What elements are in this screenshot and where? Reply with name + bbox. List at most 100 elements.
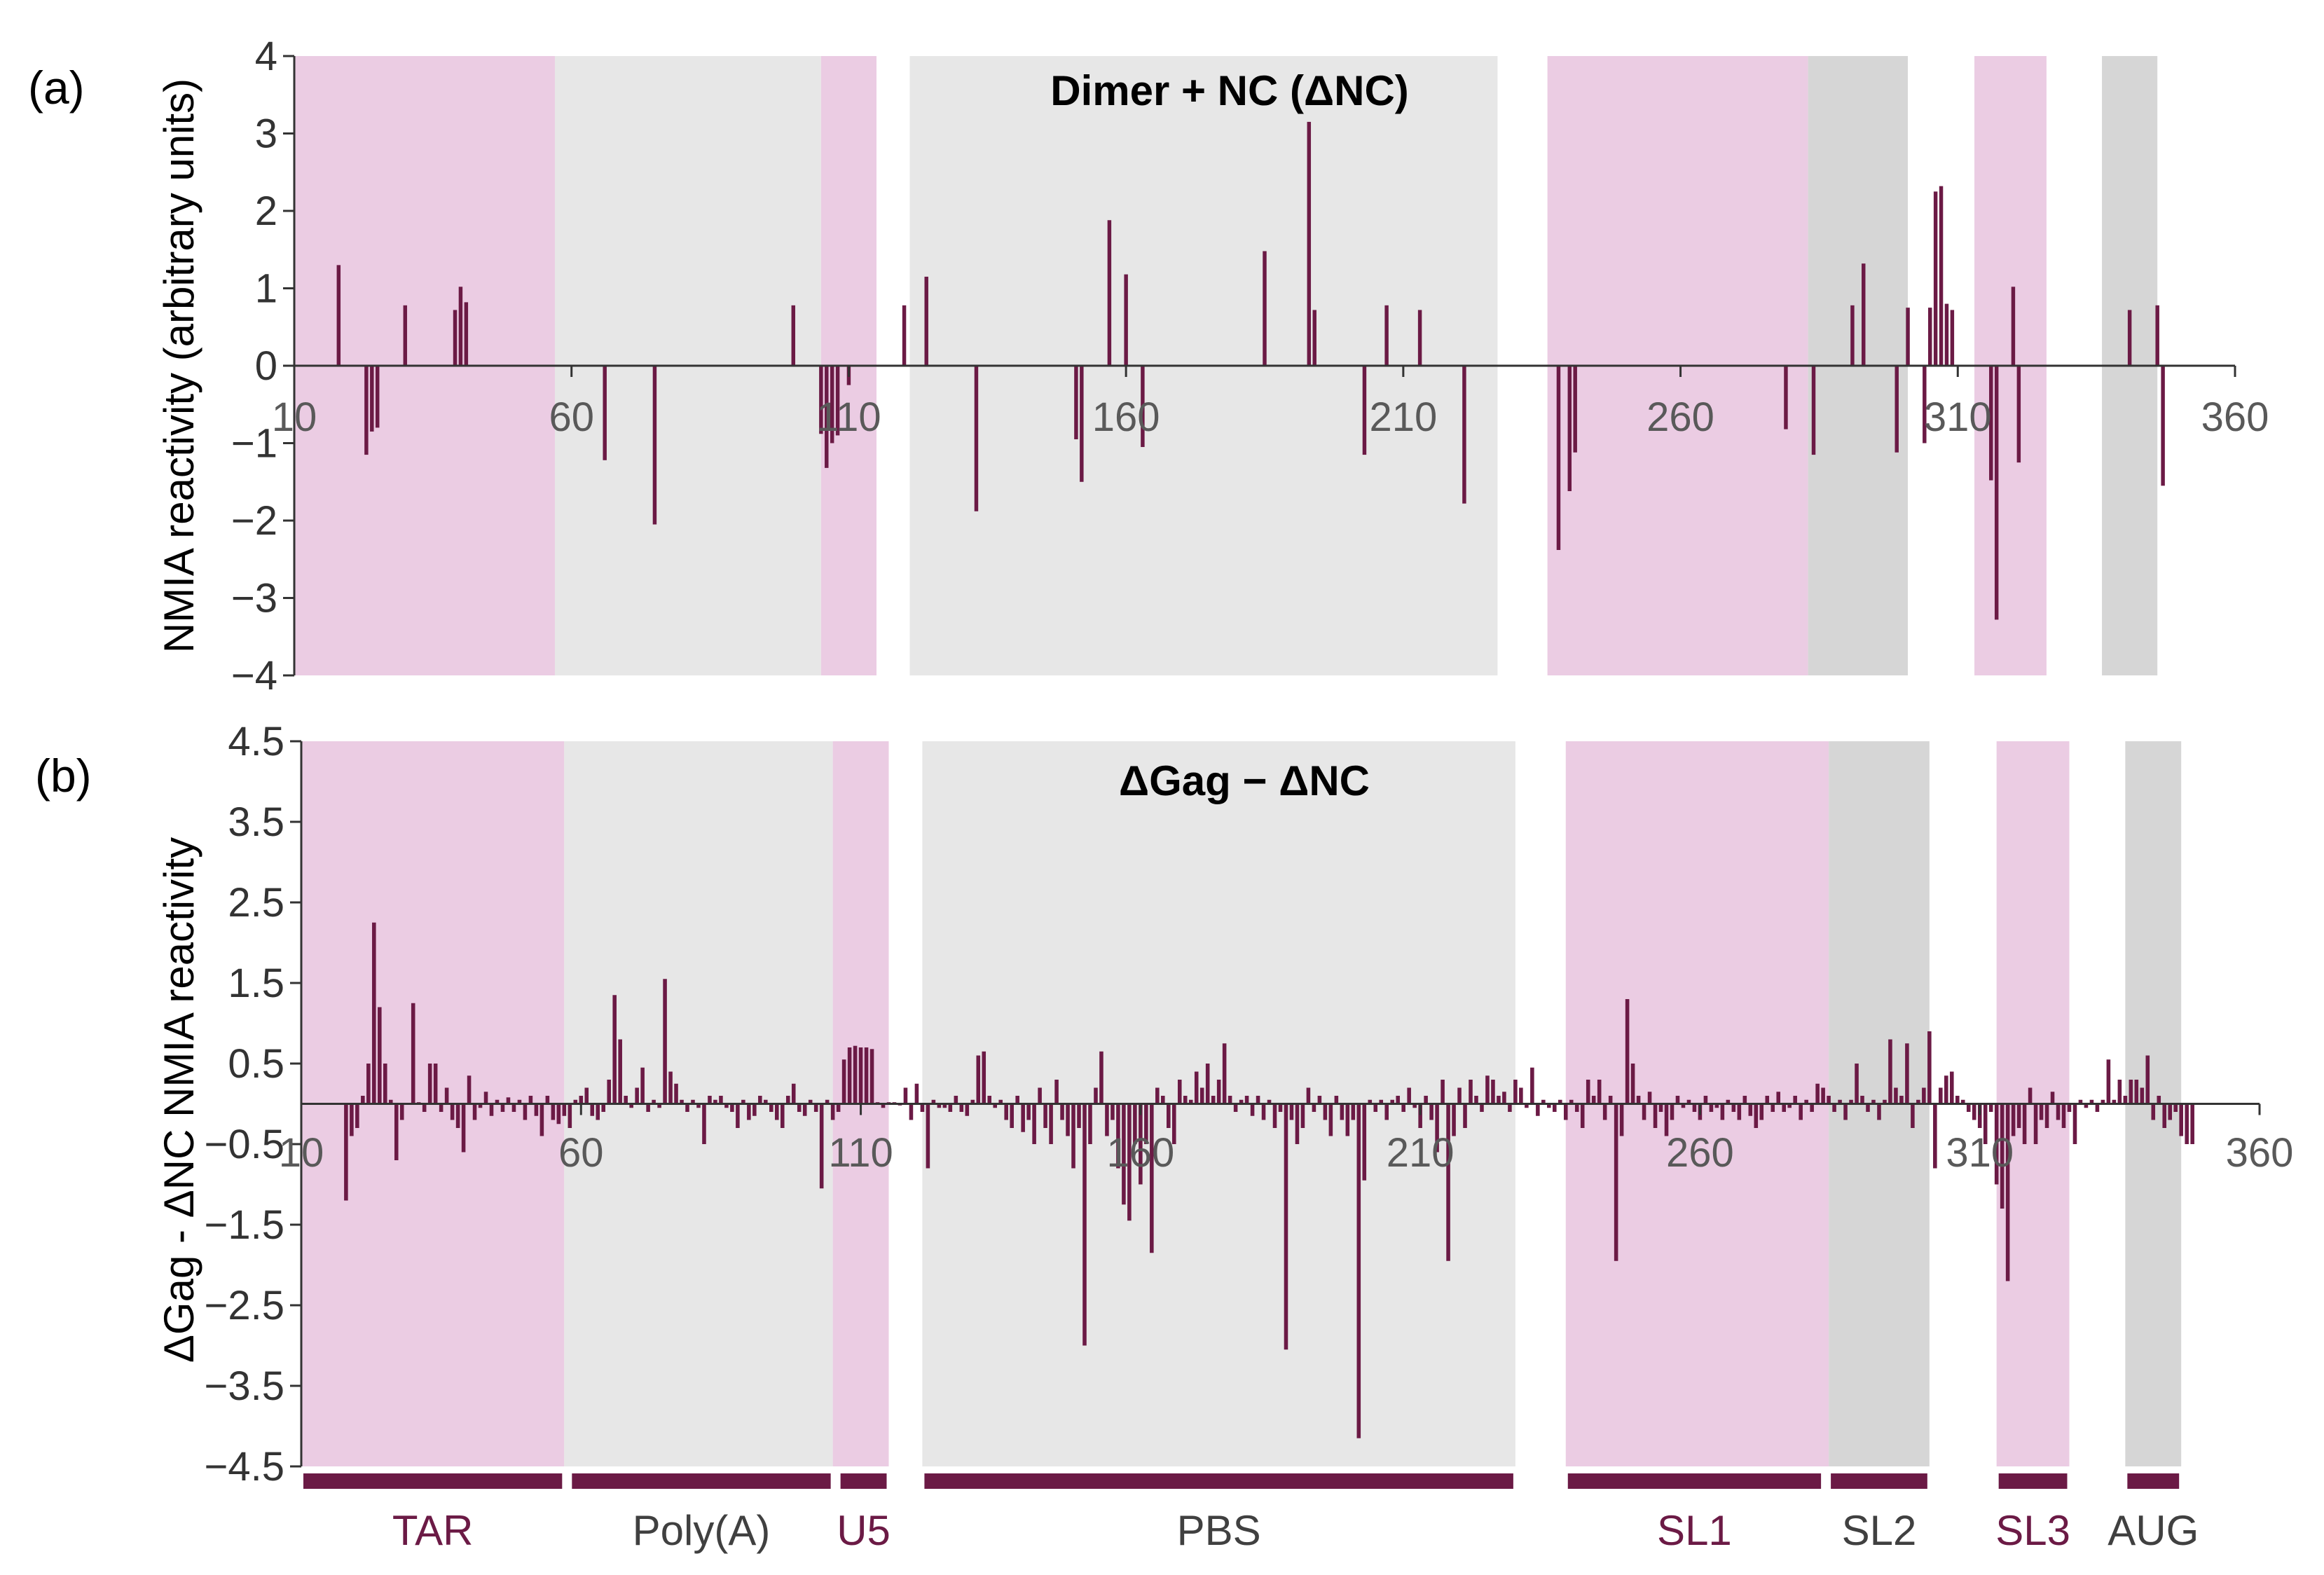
bar <box>483 1092 488 1104</box>
bar <box>1356 1103 1361 1438</box>
bar <box>1843 1103 1848 1120</box>
bar <box>1239 1099 1244 1104</box>
bar <box>439 1103 444 1112</box>
bar <box>629 1103 633 1108</box>
bar <box>1770 1103 1775 1112</box>
bar <box>1267 1099 1272 1104</box>
bar <box>556 1103 561 1124</box>
bar <box>1199 1087 1204 1104</box>
bar <box>573 1099 578 1104</box>
bar <box>2095 1103 2100 1112</box>
bar <box>1026 1103 1031 1120</box>
bar <box>1161 1096 1165 1104</box>
bar <box>2000 1103 2005 1209</box>
bar <box>1950 1071 1954 1104</box>
bar <box>2016 366 2021 463</box>
bar <box>920 1103 925 1112</box>
bar <box>1955 1096 1960 1104</box>
bar <box>2100 1099 2105 1104</box>
bar <box>1748 1103 1753 1116</box>
region-bar-sl1 <box>1567 1473 1822 1489</box>
bar <box>902 305 907 366</box>
bar <box>1960 1099 1965 1104</box>
bar <box>511 1103 516 1112</box>
bar <box>411 1003 415 1104</box>
bar <box>1871 1099 1876 1104</box>
bar <box>1183 1096 1188 1104</box>
panel-b-bars <box>344 922 2194 1438</box>
bar <box>1307 121 1312 366</box>
bar <box>668 1071 673 1104</box>
bar <box>2140 1087 2145 1104</box>
bar <box>674 1083 678 1104</box>
bar <box>350 1103 354 1136</box>
bar <box>1530 1067 1534 1104</box>
bar <box>691 1099 695 1104</box>
bar <box>2155 305 2159 366</box>
bar <box>830 1103 835 1120</box>
bar <box>1563 1103 1568 1120</box>
bar <box>375 366 380 428</box>
bar <box>1111 1103 1115 1120</box>
bar <box>869 1049 874 1104</box>
bar <box>370 366 374 432</box>
bar <box>1944 303 1949 366</box>
bar <box>1340 1103 1345 1120</box>
bar <box>1994 366 1999 620</box>
bar <box>1060 1103 1064 1120</box>
panel-a-label: (a) <box>28 62 85 114</box>
bar <box>1567 366 1572 492</box>
bar <box>652 366 657 525</box>
bar <box>1485 1075 1490 1104</box>
bar <box>841 1059 846 1104</box>
bar <box>2072 1103 2077 1144</box>
bar <box>813 1103 818 1112</box>
bar <box>1591 1096 1596 1104</box>
bar <box>1107 220 1112 366</box>
bar <box>1811 366 1816 455</box>
bar <box>1877 1103 1881 1120</box>
bar <box>1737 1103 1742 1120</box>
bar <box>1776 1092 1781 1104</box>
region-label-aug: AUG <box>2108 1507 2199 1554</box>
bar <box>453 310 458 366</box>
region-label-pbs: PBS <box>1177 1507 1261 1554</box>
y-tick-label: 2 <box>255 188 277 234</box>
bar <box>663 979 667 1104</box>
bar <box>974 366 979 511</box>
x-tick-label: 310 <box>1946 1130 2014 1176</box>
bar <box>708 1096 712 1104</box>
bar <box>517 1099 522 1104</box>
bar <box>1754 1103 1759 1128</box>
bar <box>1927 308 1932 366</box>
bar <box>1077 1103 1081 1128</box>
bar <box>736 1103 740 1128</box>
bar <box>1010 1103 1014 1128</box>
bar <box>954 1096 958 1104</box>
bar <box>1602 1103 1607 1120</box>
bar <box>1462 366 1466 504</box>
bar <box>1139 1103 1143 1185</box>
bar <box>545 1096 550 1104</box>
bar <box>1295 1103 1300 1144</box>
region-label-sl1: SL1 <box>1657 1507 1732 1554</box>
bar <box>1832 1103 1836 1112</box>
y-tick-label: −2 <box>231 498 277 544</box>
bar <box>2044 1103 2049 1128</box>
bar <box>2028 1087 2033 1104</box>
bar <box>1133 1103 1137 1144</box>
bar <box>903 1087 908 1104</box>
bar <box>1351 1103 1356 1120</box>
bar <box>858 1047 863 1104</box>
y-tick-label: −3 <box>231 576 277 621</box>
bar <box>1188 1099 1193 1104</box>
x-tick-label: 60 <box>558 1130 604 1176</box>
bar <box>657 1103 661 1108</box>
bar <box>835 366 840 436</box>
bar <box>1933 1103 1937 1169</box>
bar <box>819 366 823 434</box>
bar <box>1899 1096 1904 1104</box>
bar <box>1144 1103 1148 1144</box>
bar <box>1502 1092 1506 1104</box>
